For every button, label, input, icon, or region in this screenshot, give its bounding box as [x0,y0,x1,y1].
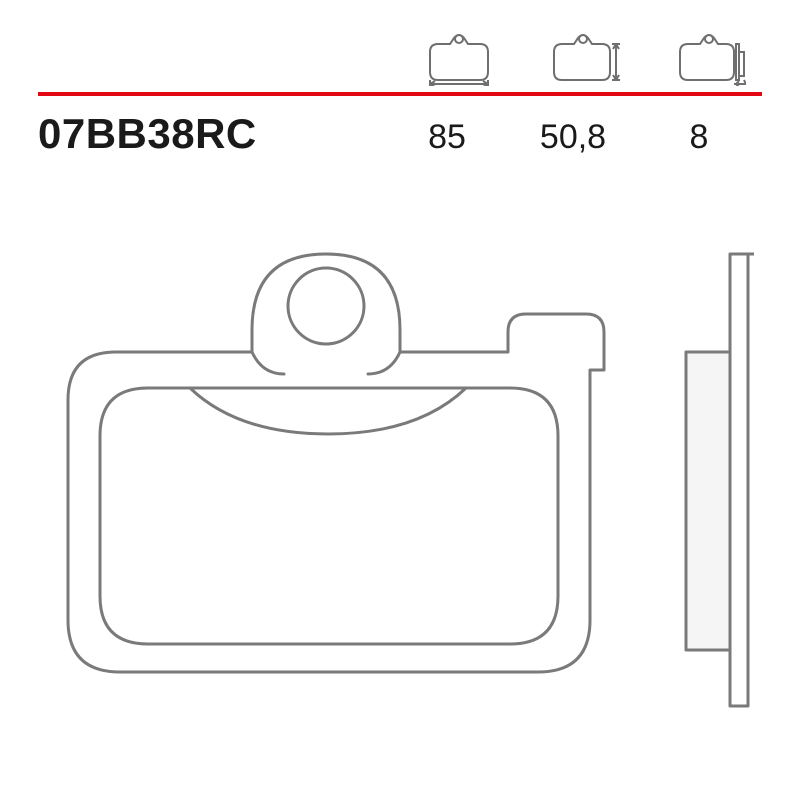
height-value: 50,8 [510,118,636,157]
thickness-dimension-icon [666,30,756,86]
side-view [672,248,762,718]
height-dimension-icon [540,30,630,86]
dimension-values: 85 50,8 8 [384,118,762,157]
spec-row: 07BB38RC 85 50,8 8 [38,110,762,158]
thickness-value: 8 [636,118,762,157]
technical-drawing [38,210,762,760]
dimension-icon-row [38,30,762,86]
part-number: 07BB38RC [38,110,257,158]
divider-line [38,92,762,96]
page: 07BB38RC 85 50,8 8 [0,0,800,800]
width-value: 85 [384,118,510,157]
header: 07BB38RC 85 50,8 8 [38,30,762,158]
front-view [38,210,618,730]
width-dimension-icon [414,30,504,86]
